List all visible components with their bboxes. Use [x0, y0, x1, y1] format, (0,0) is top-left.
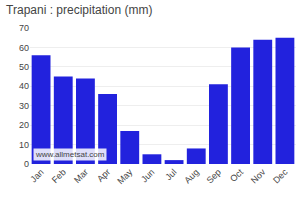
svg-text:Aug: Aug: [182, 167, 200, 185]
svg-text:Oct: Oct: [228, 167, 245, 184]
svg-text:0: 0: [24, 159, 29, 169]
svg-text:Jun: Jun: [139, 167, 156, 184]
svg-text:Nov: Nov: [249, 167, 268, 186]
svg-text:Mar: Mar: [72, 167, 90, 185]
svg-text:60: 60: [19, 43, 29, 53]
svg-text:40: 40: [19, 81, 29, 91]
svg-text:Sep: Sep: [205, 167, 223, 185]
svg-text:10: 10: [19, 140, 29, 150]
svg-text:Apr: Apr: [95, 167, 112, 184]
svg-text:www.allmetsat.com: www.allmetsat.com: [35, 150, 105, 159]
svg-text:May: May: [115, 167, 134, 186]
svg-text:30: 30: [19, 101, 29, 111]
svg-text:Jul: Jul: [163, 167, 178, 182]
svg-text:50: 50: [19, 62, 29, 72]
svg-text:70: 70: [19, 23, 29, 33]
svg-text:Jan: Jan: [28, 167, 45, 184]
svg-text:20: 20: [19, 120, 29, 130]
svg-text:Feb: Feb: [50, 167, 68, 185]
svg-text:Trapani : precipitation (mm): Trapani : precipitation (mm): [6, 3, 152, 17]
svg-text:Dec: Dec: [271, 167, 290, 186]
